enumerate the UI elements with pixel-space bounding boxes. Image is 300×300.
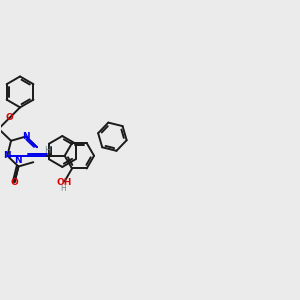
Text: O: O xyxy=(11,178,18,187)
Text: N: N xyxy=(14,156,22,165)
Text: N: N xyxy=(4,151,11,160)
Text: H: H xyxy=(60,184,66,193)
Text: H: H xyxy=(44,146,51,155)
Text: N: N xyxy=(22,132,30,141)
Text: OH: OH xyxy=(57,178,72,187)
Text: O: O xyxy=(6,113,14,122)
